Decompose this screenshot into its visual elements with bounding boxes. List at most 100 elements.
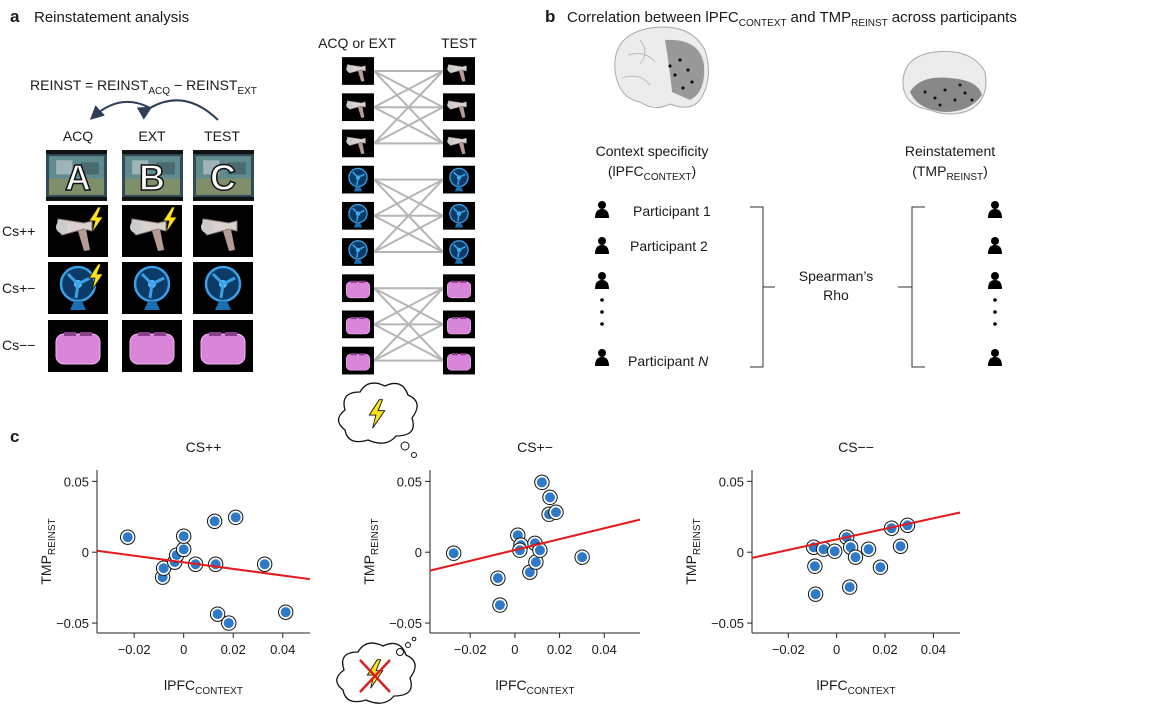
measure-label: (lPFCCONTEXT) [608, 163, 696, 183]
chart: CS−−−0.0200.020.04−0.0500.05lPFCCONTEXTT… [683, 439, 960, 697]
matrix-icon [342, 93, 374, 121]
matrix-icon [443, 166, 475, 194]
matrix-icon [443, 274, 475, 302]
label-part: lPFC [164, 677, 195, 693]
label-part: (TMP [912, 163, 946, 179]
panel-title: Reinstatement analysis [34, 9, 189, 26]
context-letter: C [210, 157, 236, 198]
measure-label: Reinstatement [905, 143, 995, 159]
chart-title: CS−− [838, 439, 874, 455]
label-sub: REINST [47, 518, 58, 555]
y-tick-label: 0.05 [397, 474, 422, 489]
x-tick-label: 0.04 [592, 642, 617, 657]
label-part: lPFC [496, 677, 527, 693]
stimulus-icon [193, 205, 253, 257]
y-tick-label: 0 [82, 545, 89, 560]
point [551, 507, 561, 517]
y-axis-label: TMPREINST [683, 518, 703, 584]
panel-letter: c [10, 427, 19, 446]
point [224, 618, 234, 628]
label-sub: CONTEXT [644, 172, 692, 183]
point [495, 600, 505, 610]
matrix-header: TEST [441, 35, 477, 51]
point [537, 477, 547, 487]
matrix-icon [443, 238, 475, 266]
chart-title: CS++ [186, 439, 222, 455]
participant-label: ParticipantN [628, 353, 709, 369]
x-tick-label: −0.02 [454, 642, 487, 657]
brain-image [903, 51, 986, 114]
matrix-icon [342, 57, 374, 85]
point [260, 559, 270, 569]
y-tick-label: 0.05 [719, 474, 744, 489]
stimulus-label: Cs−− [2, 337, 35, 353]
point [493, 573, 503, 583]
matrix-icon [443, 57, 475, 85]
y-tick-label: 0 [737, 545, 744, 560]
matrix-icon [443, 93, 475, 121]
measure-label: (TMPREINST) [912, 163, 988, 183]
context-letter: B [139, 157, 165, 198]
context-letter: A [65, 157, 91, 198]
matrix-icon [443, 311, 475, 339]
matrix-icon [342, 274, 374, 302]
matrix-icon [342, 202, 374, 230]
phase-label: TEST [204, 128, 240, 144]
x-axis-label: lPFCCONTEXT [817, 677, 896, 697]
point [811, 589, 821, 599]
x-tick-label: 0.02 [221, 642, 246, 657]
stimulus-icon [122, 262, 182, 314]
x-tick-label: 0.04 [921, 642, 946, 657]
matrix-icon [443, 202, 475, 230]
title-part: across participants [892, 9, 1017, 26]
label-part: ) [691, 163, 696, 179]
point [545, 492, 555, 502]
formula-sub: ACQ [148, 86, 170, 97]
point [231, 512, 241, 522]
point [213, 609, 223, 619]
y-tick-label: −0.05 [56, 616, 89, 631]
title-part: Correlation between lPFC [567, 9, 739, 26]
matrix-icon [342, 130, 374, 158]
point [830, 546, 840, 556]
chart-title: CS+− [517, 439, 553, 455]
stimulus-icon [122, 320, 182, 372]
label-part: ) [983, 163, 988, 179]
stimulus-icon [193, 320, 253, 372]
matrix [342, 57, 475, 374]
x-tick-label: −0.02 [118, 642, 151, 657]
panel-a: a Reinstatement analysis REINST = REINST… [2, 7, 477, 703]
x-tick-label: 0.02 [547, 642, 572, 657]
y-tick-label: −0.05 [389, 616, 422, 631]
x-tick-label: 0 [511, 642, 518, 657]
fit-line [97, 551, 310, 579]
label-sub: CONTEXT [848, 686, 896, 697]
title-sub: CONTEXT [739, 18, 787, 29]
panel-letter: a [10, 7, 20, 26]
method-label: Rho [823, 287, 849, 303]
panel-letter: b [545, 7, 555, 26]
phase-label: EXT [138, 128, 166, 144]
matrix-icon [443, 130, 475, 158]
point [535, 545, 545, 555]
bracket [898, 207, 925, 367]
label-sub: CONTEXT [527, 686, 575, 697]
formula-sub: EXT [237, 86, 256, 97]
matrix-icon [342, 347, 374, 375]
point [845, 582, 855, 592]
point [210, 516, 220, 526]
x-tick-label: −0.02 [772, 642, 805, 657]
stimulus-label: Cs+− [2, 280, 35, 296]
point [281, 607, 291, 617]
label-sub: REINST [946, 172, 983, 183]
point [810, 561, 820, 571]
matrix-icon [342, 311, 374, 339]
participant-label: Participant 2 [630, 238, 708, 254]
point [577, 552, 587, 562]
thought-bubble [337, 637, 416, 703]
arrow [150, 100, 218, 120]
phase-label: ACQ [63, 128, 93, 144]
